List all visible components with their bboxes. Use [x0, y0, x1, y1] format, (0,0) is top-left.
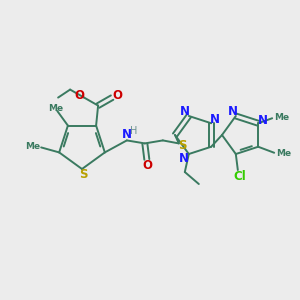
Text: S: S — [178, 139, 187, 152]
Text: N: N — [258, 114, 268, 127]
Text: S: S — [79, 167, 87, 181]
Text: N: N — [228, 106, 238, 118]
Text: Me: Me — [26, 142, 41, 151]
Text: Me: Me — [277, 149, 292, 158]
Text: Me: Me — [48, 103, 63, 112]
Text: Cl: Cl — [233, 169, 246, 182]
Text: O: O — [74, 89, 84, 102]
Text: N: N — [122, 128, 132, 141]
Text: H: H — [130, 126, 137, 136]
Text: O: O — [143, 159, 153, 172]
Text: O: O — [112, 89, 122, 102]
Text: N: N — [210, 113, 220, 126]
Text: N: N — [180, 106, 190, 118]
Text: N: N — [179, 152, 189, 164]
Text: Me: Me — [274, 113, 290, 122]
